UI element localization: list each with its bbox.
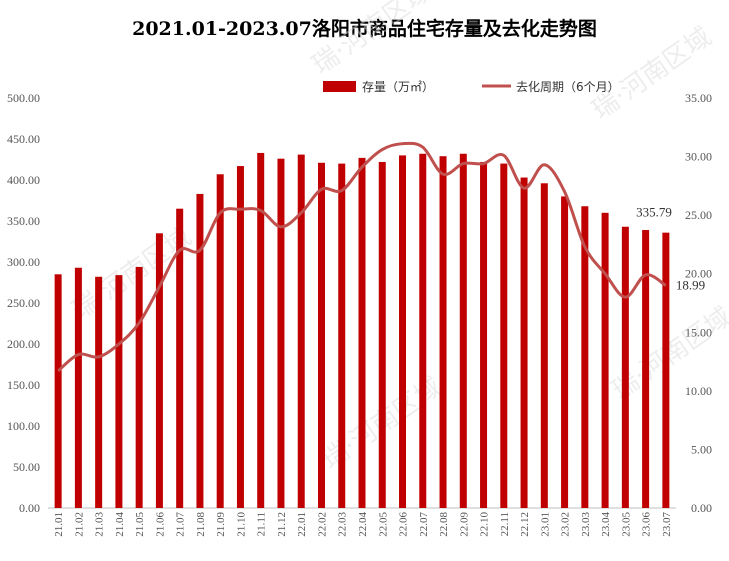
bar-21.06	[155, 233, 163, 509]
y-left-tick-label: 500.00	[7, 91, 40, 105]
bar-23.06	[642, 230, 650, 508]
line-last-label: 18.99	[676, 278, 705, 293]
bar-21.01	[54, 274, 62, 508]
x-tick-label: 22.08	[438, 512, 450, 537]
bar-22.02	[317, 162, 325, 508]
x-tick-label: 21.09	[215, 512, 227, 537]
y-left-tick-label: 100.00	[7, 419, 40, 433]
x-tick-label: 21.08	[195, 512, 207, 537]
bar-21.03	[95, 276, 103, 508]
x-tick-label: 23.05	[620, 512, 632, 537]
bar-21.09	[216, 174, 224, 508]
x-tick-label: 21.10	[235, 512, 247, 537]
x-tick-label: 21.03	[94, 512, 106, 537]
x-tick-label: 21.01	[53, 512, 65, 537]
y-left-tick-label: 350.00	[7, 214, 40, 228]
legend-line-label: 去化周期（6个月）	[516, 80, 620, 94]
y-left-tick-label: 200.00	[7, 337, 40, 351]
x-tick-label: 23.01	[539, 512, 551, 537]
bar-22.11	[500, 163, 508, 508]
x-tick-label: 23.06	[641, 512, 653, 537]
x-tick-label: 22.07	[418, 512, 430, 537]
y-right-tick-label: 15.00	[685, 325, 712, 339]
bar-22.04	[358, 157, 366, 509]
x-tick-label: 22.10	[479, 512, 491, 537]
watermark-text: 瑞·河南区域	[587, 22, 717, 126]
x-tick-label: 22.01	[296, 512, 308, 537]
x-tick-label: 21.11	[256, 512, 268, 536]
x-tick-label: 23.03	[580, 512, 592, 537]
y-left-tick-label: 150.00	[7, 378, 40, 392]
bar-22.03	[338, 163, 346, 508]
bar-21.08	[196, 193, 204, 508]
bar-22.01	[297, 154, 305, 508]
x-tick-label: 21.12	[276, 512, 288, 537]
bar-21.04	[115, 275, 123, 508]
bar-23.07	[662, 232, 670, 508]
y-left-tick-label: 0.00	[19, 501, 40, 515]
bar-21.12	[277, 158, 285, 508]
bar-21.11	[257, 152, 265, 508]
y-left-tick-label: 300.00	[7, 255, 40, 269]
x-tick-label: 21.02	[73, 512, 85, 537]
bar-22.05	[378, 161, 386, 508]
bar-23.01	[540, 183, 548, 508]
y-right-tick-label: 25.00	[685, 208, 712, 222]
bar-last-label: 335.79	[636, 205, 672, 220]
x-tick-label: 22.06	[398, 512, 410, 537]
x-tick-label: 22.05	[377, 512, 389, 537]
bar-23.03	[581, 206, 589, 509]
bar-22.07	[419, 153, 427, 508]
data-labels: 335.79 18.99	[636, 205, 705, 293]
legend: 存量（万㎡） 去化周期（6个月）	[323, 80, 620, 94]
bar-21.05	[135, 266, 143, 508]
x-tick-label: 23.04	[600, 512, 612, 537]
bar-21.10	[236, 166, 244, 508]
y-right-tick-label: 30.00	[685, 150, 712, 164]
bar-22.06	[399, 155, 407, 508]
y-right-tick-label: 10.00	[685, 384, 712, 398]
bar-23.04	[601, 212, 609, 509]
y-right-tick-label: 20.00	[685, 267, 712, 281]
bar-22.10	[480, 161, 488, 508]
bar-22.09	[459, 153, 467, 508]
bar-series	[54, 152, 670, 509]
bar-23.02	[561, 196, 569, 508]
x-tick-label: 22.04	[357, 512, 369, 537]
bar-21.02	[74, 267, 82, 508]
x-tick-label: 22.11	[499, 512, 511, 536]
x-tick-label: 22.03	[337, 512, 349, 537]
x-tick-label: 21.05	[134, 512, 146, 537]
y-right-tick-label: 5.00	[691, 442, 712, 456]
bar-23.05	[621, 226, 629, 509]
x-tick-label: 21.04	[114, 512, 126, 537]
y-left-tick-label: 400.00	[7, 173, 40, 187]
x-tick-label: 22.02	[316, 512, 328, 537]
bar-22.12	[520, 177, 528, 509]
y-right-tick-label: 35.00	[685, 91, 712, 105]
x-tick-label: 21.07	[175, 512, 187, 537]
x-tick-label: 23.02	[560, 512, 572, 537]
x-tick-label: 21.06	[154, 512, 166, 537]
y-left-tick-label: 50.00	[13, 460, 40, 474]
y-left-tick-label: 450.00	[7, 132, 40, 146]
bar-22.08	[439, 156, 447, 508]
line-series	[57, 141, 667, 373]
watermark-text: 瑞·河南区域	[307, 0, 437, 81]
legend-bar-swatch	[323, 81, 356, 92]
bar-21.07	[176, 208, 184, 508]
legend-bar-label: 存量（万㎡）	[362, 80, 434, 94]
x-tick-label: 22.12	[519, 512, 531, 537]
chart-title: 2021.01-2023.07洛阳市商品住宅存量及去化走势图	[132, 18, 597, 40]
y-left-tick-label: 250.00	[7, 296, 40, 310]
x-tick-label: 22.09	[458, 512, 470, 537]
y-right-tick-label: 0.00	[691, 501, 712, 515]
x-tick-label: 23.07	[661, 512, 673, 537]
